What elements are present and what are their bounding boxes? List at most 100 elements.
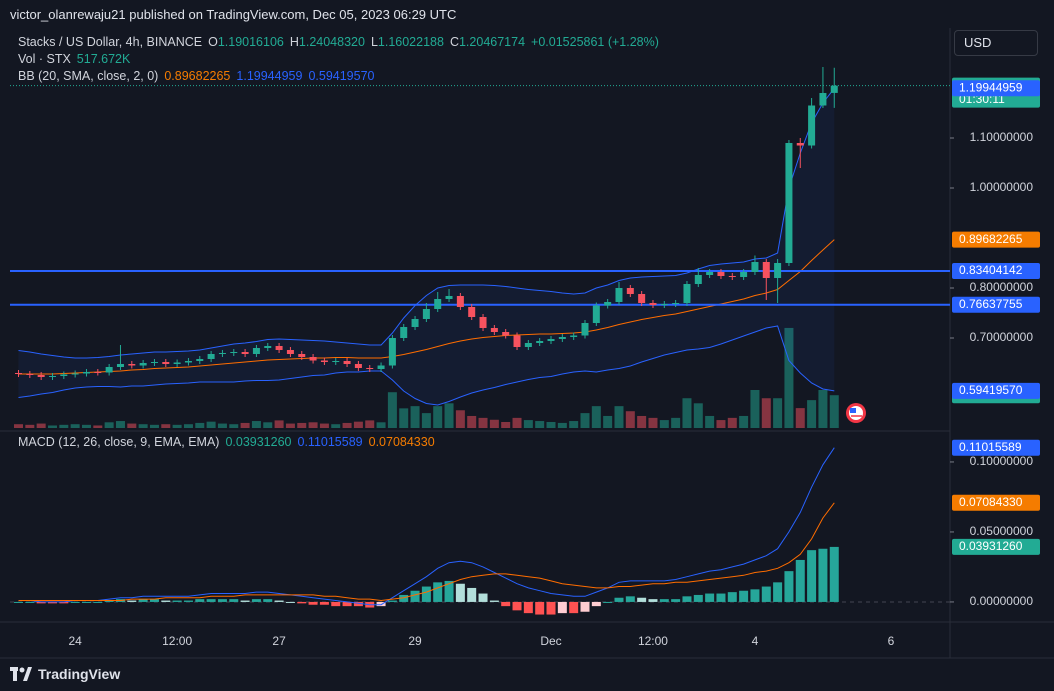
- volume-bar: [625, 411, 635, 428]
- volume-bar: [251, 421, 261, 428]
- candle-body: [116, 364, 124, 367]
- volume-bar: [308, 422, 318, 428]
- axis-label-box: [952, 262, 1040, 279]
- candle-body: [264, 346, 272, 348]
- histogram-bar: [387, 600, 397, 602]
- o-key: O: [208, 35, 218, 49]
- x-tick-label: 27: [272, 634, 286, 648]
- candle-body: [82, 372, 90, 374]
- candle-body: [672, 303, 680, 304]
- volume-bar: [739, 415, 749, 428]
- histogram-bar: [421, 586, 431, 602]
- axis-label: 0.07084330: [959, 495, 1023, 509]
- candle-body: [706, 272, 714, 275]
- volume-bar: [523, 420, 533, 428]
- histogram-bar: [818, 548, 828, 602]
- candle-body: [762, 262, 770, 278]
- axis-label-box: [952, 382, 1040, 399]
- bb-legend: BB (20, SMA, close, 2, 0) 0.89682265 1.1…: [18, 69, 374, 83]
- symbol: Stacks / US Dollar, 4h, BINANCE: [18, 35, 203, 49]
- h-key: H: [289, 35, 299, 49]
- volume-bar: [580, 413, 590, 428]
- candle-body: [139, 363, 147, 366]
- macd-legend: MACD (12, 26, close, 9, EMA, EMA) 0.0393…: [18, 435, 435, 449]
- histogram-bar: [591, 601, 601, 607]
- candle-body: [94, 372, 102, 373]
- volume-bar: [14, 424, 23, 428]
- histogram-bar: [331, 601, 341, 607]
- candle-body: [774, 263, 782, 278]
- volume-bar: [342, 422, 352, 428]
- x-tick-label: Dec: [540, 634, 561, 648]
- currency-button[interactable]: USD: [954, 30, 1038, 56]
- volume-bar: [603, 415, 613, 428]
- histogram-bar: [183, 600, 193, 602]
- histogram-bar: [535, 601, 545, 615]
- candle-body: [196, 359, 204, 361]
- change: +0.01525861 (+1.28%): [531, 35, 659, 49]
- candle-body: [48, 376, 56, 377]
- volume-bar: [274, 420, 284, 428]
- candle-body: [173, 362, 181, 364]
- x-tick-label: 24: [68, 634, 82, 648]
- histogram-bar: [70, 601, 80, 603]
- histogram-bar: [659, 599, 669, 602]
- candle-body: [808, 105, 816, 146]
- volume-bar: [535, 421, 545, 428]
- candle-body: [230, 352, 238, 353]
- y-tick-label: 0.00000000: [970, 594, 1034, 608]
- histogram-bar: [410, 590, 420, 602]
- candle-body: [411, 319, 419, 327]
- volume-bar: [773, 398, 783, 428]
- macd-title: MACD (12, 26, close, 9, EMA, EMA): [18, 435, 220, 449]
- candle-body: [547, 339, 555, 341]
- histogram-bar: [501, 601, 511, 607]
- bb-upper: 1.19944959: [236, 69, 303, 83]
- histogram-bar: [829, 546, 839, 602]
- volume-bar: [263, 422, 273, 428]
- histogram-bar: [59, 601, 69, 604]
- c-value: 1.20467174: [458, 35, 526, 49]
- y-tick-label: 0.70000000: [970, 330, 1034, 344]
- volume-bar: [138, 424, 148, 428]
- axis-label-box: [952, 80, 1040, 97]
- histogram-bar: [682, 596, 692, 602]
- y-tick-label: 0.10000000: [970, 454, 1034, 468]
- volume-bar: [705, 415, 715, 428]
- candle-body: [218, 353, 226, 354]
- candle-body: [388, 338, 396, 366]
- candle-body: [456, 296, 464, 307]
- volume-bar: [569, 421, 579, 428]
- histogram-bar: [297, 601, 307, 604]
- volume-bar: [591, 406, 601, 428]
- candle-body: [445, 296, 453, 299]
- histogram-bar: [14, 601, 23, 603]
- candle-body: [207, 354, 215, 359]
- candle-body: [309, 357, 317, 361]
- candle-body: [830, 85, 838, 93]
- volume-bar: [229, 424, 239, 428]
- volume-bar: [659, 420, 669, 428]
- histogram-bar: [274, 600, 284, 602]
- candle-body: [128, 364, 136, 366]
- macd-line: 0.11015589: [297, 435, 363, 449]
- volume-bar: [399, 408, 409, 428]
- histogram-bar: [773, 582, 783, 602]
- histogram-bar: [149, 599, 159, 602]
- x-tick-label: 12:00: [162, 634, 192, 648]
- o-value: 1.19016106: [217, 35, 284, 49]
- candle-body: [366, 368, 374, 369]
- histogram-bar: [467, 587, 477, 602]
- histogram-bar: [569, 601, 579, 614]
- volume-bar: [161, 424, 171, 428]
- volume-bar: [795, 408, 805, 428]
- macd-line: [18, 502, 835, 602]
- candle-body: [649, 303, 657, 305]
- histogram-bar: [161, 600, 171, 602]
- volume-bar: [829, 395, 839, 428]
- candle-body: [434, 299, 442, 309]
- candle-body: [558, 337, 566, 339]
- histogram-bar: [807, 550, 817, 602]
- candle-body: [332, 361, 340, 362]
- histogram-bar: [455, 583, 465, 602]
